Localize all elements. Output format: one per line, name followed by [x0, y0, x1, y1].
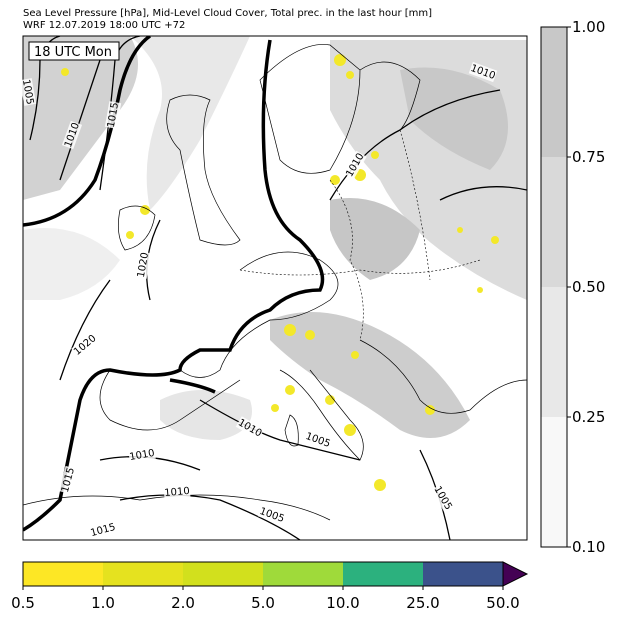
precip-tick-label: 10.0 — [326, 594, 359, 612]
precip-tick-label: 2.0 — [171, 594, 195, 612]
isobar-label-text: 1015 — [106, 102, 121, 129]
isobar-label-bg — [58, 465, 78, 495]
precip-color-segment — [103, 562, 183, 586]
precip-color-segment — [423, 562, 503, 586]
cloud-tick-label: 1.00 — [572, 18, 605, 36]
isobar-label-bg — [468, 61, 498, 83]
precip-extend-arrow — [502, 561, 529, 587]
borders — [239, 129, 481, 341]
isobar-label-bg — [104, 101, 122, 129]
title: Sea Level Pressure [hPa], Mid-Level Clou… — [23, 8, 432, 19]
precip-tick-label: 1.0 — [91, 594, 115, 612]
isobar-label-bg — [235, 416, 265, 440]
precipitation — [61, 54, 499, 491]
time-label: 18 UTC Mon — [34, 45, 112, 60]
cloud-tick-label: 0.75 — [572, 148, 605, 166]
isobar-label: 1010 — [163, 484, 191, 500]
subtitle: WRF 12.07.2019 18:00 UTC +72 — [23, 20, 185, 31]
precip-tick-label: 25.0 — [406, 594, 439, 612]
map: 18 UTC Mon 10051010101510101010102010201… — [19, 35, 528, 541]
precip-tick-label: 50.0 — [486, 594, 519, 612]
isobar-label-bg — [88, 520, 118, 540]
isobar-label: 1020 — [134, 251, 152, 279]
cloud-tick-label: 0.50 — [572, 278, 605, 296]
isobar-label-bg — [163, 484, 191, 500]
isobar-label: 1015 — [104, 101, 122, 129]
isobar-label-text: 1020 — [136, 252, 151, 279]
time-label-box — [28, 41, 120, 61]
precip-colorbar: 0.5 1.0 2.0 5.0 10.0 25.0 50.0 — [11, 561, 529, 612]
cloud-tick-label: 0.25 — [572, 408, 605, 426]
precip-color-segment — [343, 562, 423, 586]
isobar-label-bg — [61, 120, 83, 150]
isobar-label-text: 1010 — [129, 448, 156, 463]
thick-isobars — [23, 36, 325, 532]
precip-color-segment — [263, 562, 343, 586]
cloud-cover — [23, 36, 527, 440]
cloud-color-segment — [541, 417, 567, 547]
cloud-color-segment — [541, 27, 567, 157]
isobar-label-bg — [19, 78, 37, 106]
isobar-label: 1005 — [19, 78, 37, 106]
isobar-label-bg — [343, 150, 367, 180]
isobar-label-bg — [431, 483, 455, 513]
isobar-label-bg — [71, 332, 99, 358]
isobar-label-text: 1005 — [20, 79, 35, 106]
cloud-color-segment — [541, 157, 567, 287]
precip-tick-label: 0.5 — [11, 594, 35, 612]
isobar-label-bg — [303, 429, 333, 451]
isobar-label-bg — [257, 504, 287, 526]
isobar-label-bg — [134, 251, 152, 279]
precip-color-segment — [23, 562, 103, 586]
isobar-label-bg — [128, 446, 156, 464]
coastlines — [23, 44, 527, 521]
isobar-label-text: 1010 — [164, 486, 190, 499]
precip-color-segment — [183, 562, 263, 586]
cloud-colorbar: 1.00 0.75 0.50 0.25 0.10 — [540, 18, 605, 556]
precip-tick-label: 5.0 — [251, 594, 275, 612]
isobar-label: 1010 — [128, 446, 156, 464]
map-frame — [22, 35, 528, 541]
cloud-tick-label: 0.10 — [572, 538, 605, 556]
cloud-color-segment — [541, 287, 567, 417]
